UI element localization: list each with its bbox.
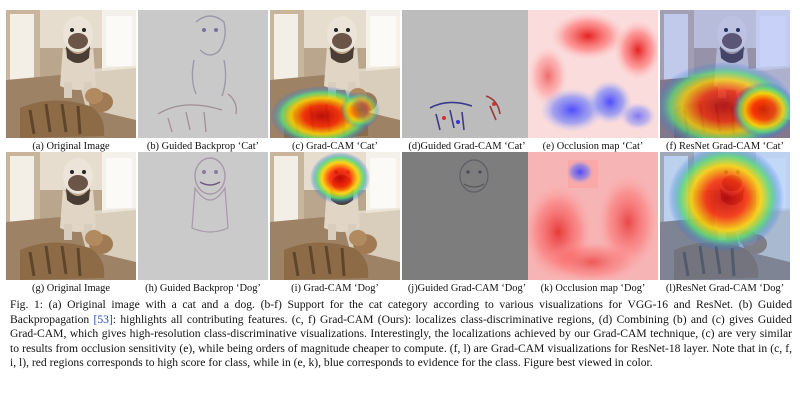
guided-gradcam-dog-image — [402, 152, 532, 280]
figure-panels: (a) Original Image (b) Guided Backprop ‘… — [0, 10, 790, 294]
occlusion-map-cat-image — [528, 10, 658, 138]
panel-caption: (g) Original Image — [32, 283, 110, 294]
citation-link[interactable]: [53] — [93, 312, 113, 326]
resnet-gradcam-cat-image — [660, 10, 790, 138]
panel-caption: (c) Grad-CAM ‘Cat’ — [292, 141, 378, 152]
caption-text-part1: Fig. 1: (a) Original image with a cat an… — [10, 298, 792, 326]
panel-caption: (i) Grad-CAM ‘Dog’ — [291, 283, 379, 294]
gradcam-dog-image — [270, 152, 400, 280]
guided-backprop-dog-image — [138, 152, 268, 280]
guided-gradcam-cat-image — [402, 10, 532, 138]
figure-caption: Fig. 1: (a) Original image with a cat an… — [10, 298, 792, 371]
panel-caption: (k) Occlusion map ‘Dog’ — [540, 283, 646, 294]
resnet-gradcam-dog-image — [660, 152, 790, 280]
occlusion-map-dog-image — [528, 152, 658, 280]
panel-caption: (h) Guided Backprop ‘Dog’ — [145, 283, 261, 294]
panel-caption: (a) Original Image — [32, 141, 110, 152]
original-image-dog — [6, 152, 136, 280]
gradcam-cat-image — [270, 10, 400, 138]
guided-backprop-cat-image — [138, 10, 268, 138]
panel-caption: (e) Occlusion map ‘Cat’ — [542, 141, 644, 152]
panel-caption: (f) ResNet Grad-CAM ‘Cat’ — [665, 141, 785, 152]
original-image-cat — [6, 10, 136, 138]
panel-caption: (d)Guided Grad-CAM ‘Cat’ — [408, 141, 526, 152]
panel-caption: (b) Guided Backprop ‘Cat’ — [146, 141, 260, 152]
panel-caption: (l)ResNet Grad-CAM ‘Dog’ — [665, 283, 785, 294]
panel-caption: (j)Guided Grad-CAM ‘Dog’ — [407, 283, 527, 294]
caption-text-part2: : highlights all contributing features. … — [10, 312, 792, 370]
